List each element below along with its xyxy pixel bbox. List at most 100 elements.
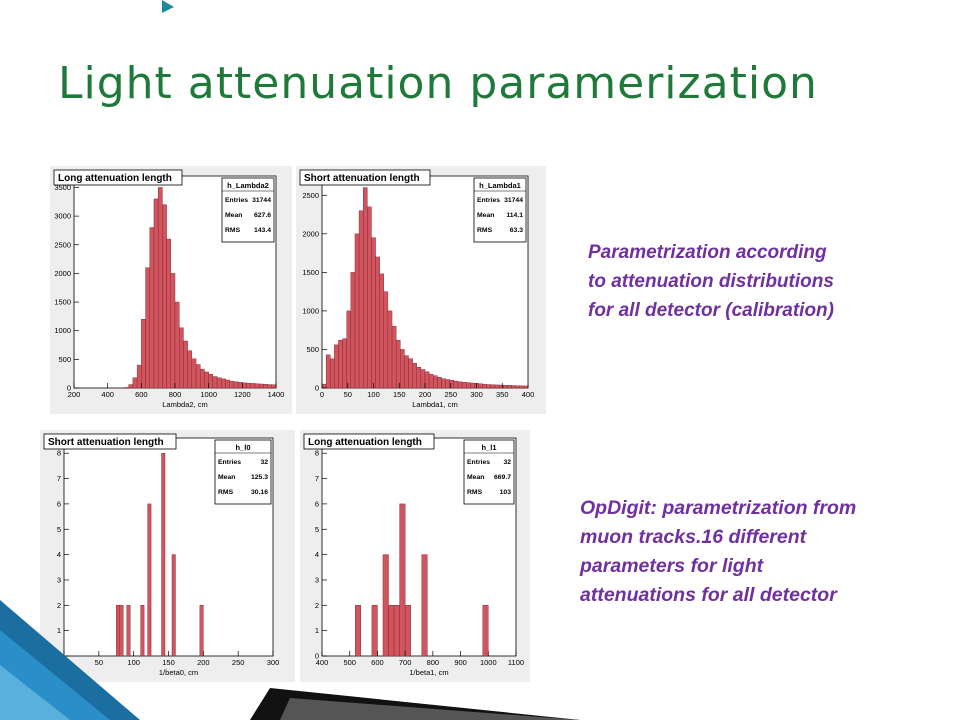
histogram-bar <box>404 355 409 389</box>
histogram-bar <box>141 319 146 389</box>
histogram-bar <box>433 375 438 389</box>
histogram-bar <box>515 385 520 389</box>
x-tick-label: 400 <box>522 390 535 399</box>
stats-value: 31744 <box>504 197 523 204</box>
stats-key: Entries <box>218 459 241 466</box>
histogram-bar <box>445 379 450 389</box>
x-tick-label: 1000 <box>480 658 497 667</box>
histogram-bar <box>229 380 235 389</box>
note-line: to attenuation distributions <box>588 271 834 292</box>
histogram-bar <box>379 273 385 389</box>
histogram-bar <box>449 380 455 389</box>
histogram-bar <box>246 382 251 389</box>
x-tick-label: 1400 <box>268 390 285 399</box>
stats-value: 63.3 <box>510 227 523 234</box>
note-opdigit: OpDigit: parametrization from muon track… <box>580 494 856 610</box>
y-tick-label: 1000 <box>302 306 319 315</box>
histogram-bar <box>149 227 155 389</box>
y-tick-label: 5 <box>315 525 319 534</box>
histogram-bar <box>200 368 205 389</box>
y-tick-label: 3000 <box>54 212 71 221</box>
stats-key: RMS <box>225 227 241 234</box>
histogram-bar <box>325 354 331 389</box>
histogram-bar <box>145 267 150 389</box>
histogram-bar <box>147 503 152 657</box>
stats-value: 32 <box>503 459 511 466</box>
stats-name: h_Lambda2 <box>227 181 269 190</box>
note-line: parameters for light <box>580 555 764 577</box>
bottom-wedge-decoration <box>250 688 580 720</box>
x-tick-label: 200 <box>419 390 432 399</box>
y-tick-label: 2000 <box>302 229 319 238</box>
note-line: attenuations for all detector <box>580 584 837 606</box>
histogram-bar <box>346 310 352 389</box>
histogram-bar <box>437 377 442 389</box>
histogram-bar <box>179 327 184 389</box>
histogram-bar <box>358 210 364 389</box>
stats-value: 30.16 <box>251 489 268 496</box>
histogram-bar <box>428 373 434 389</box>
stats-value: 103 <box>500 489 512 496</box>
x-tick-label: 1200 <box>234 390 251 399</box>
histogram-bar <box>482 383 487 389</box>
histogram-bar <box>511 385 516 389</box>
histogram-bar <box>503 385 508 389</box>
y-tick-label: 1000 <box>54 326 71 335</box>
x-tick-label: 100 <box>127 658 140 667</box>
x-axis-label: Lambda1, cm <box>412 400 457 409</box>
histogram-bar <box>334 344 339 389</box>
histogram-bar <box>470 382 475 389</box>
y-tick-label: 3 <box>57 575 61 584</box>
histogram-bar <box>382 554 389 657</box>
histogram-bar <box>371 605 378 657</box>
stats-key: Mean <box>467 474 484 481</box>
histogram-bar <box>216 377 222 389</box>
y-tick-label: 500 <box>306 345 319 354</box>
histogram-bar <box>170 273 176 389</box>
x-tick-label: 200 <box>68 390 81 399</box>
x-tick-label: 400 <box>101 390 114 399</box>
histogram-bar <box>161 453 166 657</box>
histogram-bar <box>478 383 483 389</box>
y-tick-label: 0 <box>315 652 319 661</box>
histogram-bar <box>330 358 335 389</box>
histogram-bar <box>362 187 368 389</box>
x-tick-label: 300 <box>267 658 280 667</box>
y-tick-label: 3500 <box>54 183 71 192</box>
histogram-bar <box>412 363 417 389</box>
histogram-bar <box>461 382 467 389</box>
histogram-bar <box>367 206 372 389</box>
histogram-bar <box>457 381 463 389</box>
stats-key: Entries <box>477 197 500 204</box>
histogram-bar <box>171 554 176 657</box>
note-calibration: Parametrization according to attenuation… <box>588 238 834 325</box>
histogram-bar <box>486 384 492 389</box>
y-tick-label: 6 <box>57 499 61 508</box>
chart-title: Short attenuation length <box>48 437 164 448</box>
histogram-bar <box>132 377 138 389</box>
x-tick-label: 1000 <box>200 390 217 399</box>
slide-title: Light attenuation paramerization <box>58 58 818 109</box>
x-tick-label: 250 <box>232 658 245 667</box>
histogram-bar <box>342 338 347 389</box>
stats-box <box>463 439 515 505</box>
x-tick-label: 50 <box>344 390 352 399</box>
histogram-bar <box>263 384 268 389</box>
histogram-bar <box>204 371 209 389</box>
histogram-bar <box>388 605 395 657</box>
y-tick-label: 0 <box>67 384 71 393</box>
histogram-bar <box>221 378 226 389</box>
corner-decoration <box>0 600 140 720</box>
x-tick-label: 700 <box>399 658 412 667</box>
histogram-bar <box>338 340 343 389</box>
y-tick-label: 6 <box>315 499 319 508</box>
histogram-bar <box>490 384 496 389</box>
histogram-bar <box>519 385 525 389</box>
chart-title-box <box>53 169 183 186</box>
note-line: Parametrization according <box>588 242 827 263</box>
y-tick-label: 8 <box>315 449 319 458</box>
x-tick-label: 800 <box>427 658 440 667</box>
histogram-bar <box>375 256 380 389</box>
stats-name: h_l1 <box>481 443 496 452</box>
stats-box <box>473 177 527 243</box>
